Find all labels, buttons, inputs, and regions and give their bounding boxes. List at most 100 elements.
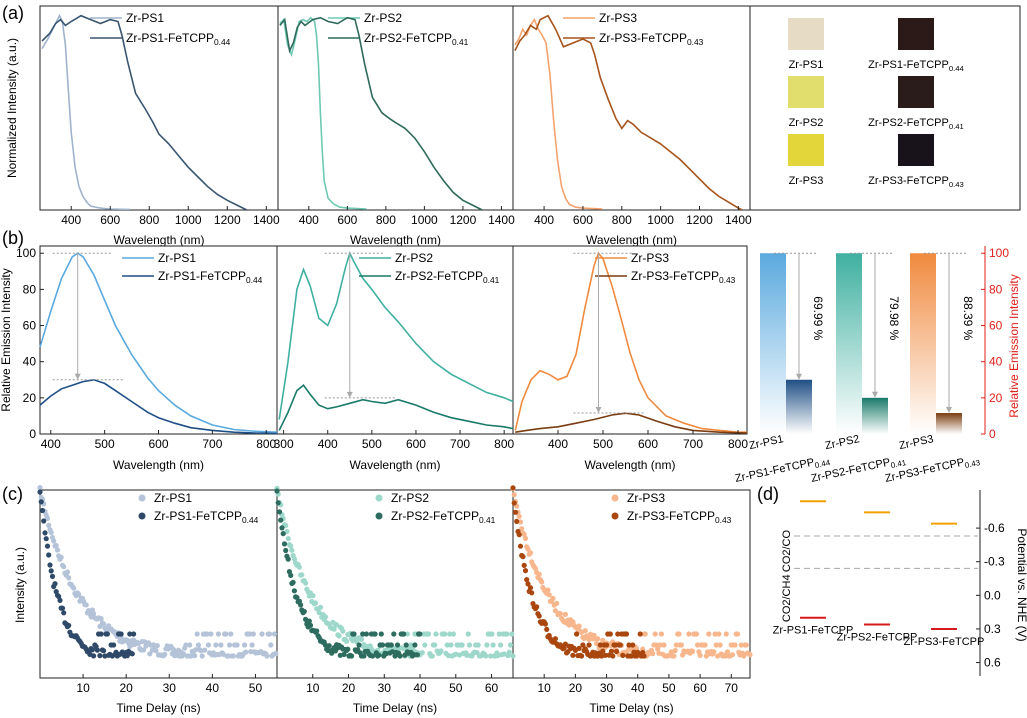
panel-c-legend-label-text: Zr-PS3-FeTCPP bbox=[627, 509, 715, 523]
bar-category-label-mof: Zr-PS3-FeTCPP0.43 bbox=[884, 453, 982, 487]
panel-b-tick-label: 400 bbox=[548, 437, 568, 451]
panel-c-tick-label: 40 bbox=[631, 681, 645, 695]
panel-c-ylabel: Intensity (a.u.) bbox=[13, 547, 27, 623]
panel-c-legend-label: Zr-PS3 bbox=[627, 491, 665, 505]
decay-point bbox=[713, 642, 719, 648]
decay-point bbox=[658, 631, 665, 637]
decay-point bbox=[98, 631, 104, 637]
decay-point bbox=[94, 647, 100, 653]
panel-c-legend-label-sub: 0.44 bbox=[242, 515, 259, 525]
panel-a-tick-label: 1200 bbox=[686, 213, 713, 227]
decay-point bbox=[653, 642, 660, 648]
decay-point bbox=[732, 642, 738, 648]
level-material-label: Zr-PS3-FeTCPP bbox=[904, 636, 985, 648]
decay-point bbox=[743, 642, 749, 648]
decay-point bbox=[716, 631, 722, 637]
panel-a-tick-label: 1400 bbox=[253, 213, 280, 227]
decay-point bbox=[484, 642, 490, 648]
quench-percent: 79.98 % bbox=[887, 296, 901, 340]
panel-label-d: (d) bbox=[757, 484, 779, 504]
decay-point bbox=[98, 616, 104, 622]
quench-percent: 88.39 % bbox=[961, 296, 975, 340]
decay-point bbox=[39, 507, 46, 514]
decay-point bbox=[504, 631, 510, 637]
panel-c-tick-label: 30 bbox=[163, 681, 177, 695]
bar-pristine bbox=[910, 253, 936, 434]
decay-point bbox=[524, 577, 530, 583]
panel-c-legend-label-text: Zr-PS3 bbox=[627, 491, 665, 505]
decay-point bbox=[527, 550, 534, 556]
panel-b-tick-label: 700 bbox=[202, 437, 222, 451]
decay-point bbox=[412, 642, 418, 648]
decay-point bbox=[89, 647, 95, 653]
panel-d-ytick-label: 0.0 bbox=[984, 588, 1001, 602]
decay-point bbox=[296, 564, 302, 570]
decay-point bbox=[604, 642, 610, 648]
decay-point bbox=[706, 631, 712, 637]
decay-point bbox=[628, 653, 635, 659]
decay-point bbox=[351, 631, 357, 637]
decay-point bbox=[127, 631, 133, 637]
decay-point bbox=[59, 605, 66, 611]
panel-a-tick-label: 1000 bbox=[175, 213, 202, 227]
decay-point bbox=[425, 631, 432, 637]
decay-point bbox=[521, 562, 527, 569]
decay-point bbox=[259, 631, 265, 637]
decay-point bbox=[228, 631, 234, 637]
decay-point bbox=[71, 585, 77, 591]
decay-point bbox=[225, 653, 231, 659]
decay-point bbox=[44, 543, 51, 549]
sample-photo bbox=[788, 18, 824, 50]
panel-c-xlabel: Time Delay (ns) bbox=[116, 701, 200, 715]
panel-a-xlabel: Wavelength (nm) bbox=[586, 233, 677, 247]
decay-point bbox=[271, 631, 278, 637]
decay-point bbox=[414, 652, 420, 658]
decay-point bbox=[202, 647, 208, 653]
panel-a-series-line bbox=[41, 14, 248, 210]
panel-c-tick-label: 10 bbox=[538, 681, 552, 695]
decay-point bbox=[626, 642, 632, 648]
panel-d-ytick-label: -0.3 bbox=[984, 555, 1005, 569]
panel-a-legend-label-text: Zr-PS1 bbox=[126, 11, 164, 25]
decay-point bbox=[738, 642, 744, 648]
panel-b-legend-label-text: Zr-PS1-FeTCPP bbox=[158, 269, 246, 283]
panel-a-series-line bbox=[279, 16, 367, 210]
decay-point bbox=[317, 604, 324, 610]
decay-point bbox=[348, 653, 355, 659]
sample-label-text: Zr-PS3-FeTCPP bbox=[868, 175, 949, 187]
decay-point bbox=[695, 642, 701, 648]
decay-point bbox=[546, 592, 552, 598]
decay-point bbox=[310, 593, 316, 599]
decay-point bbox=[403, 642, 409, 648]
panel-b-xlabel: Wavelength (nm) bbox=[113, 458, 204, 472]
decay-point bbox=[283, 522, 289, 529]
panel-c-legend-swatch bbox=[611, 494, 619, 502]
decay-point bbox=[442, 631, 448, 637]
decay-point bbox=[429, 653, 435, 659]
panel-b-ytick-label: 100 bbox=[16, 246, 36, 260]
decay-point bbox=[465, 631, 471, 637]
panel-labels: (a) (b) (c) (d) bbox=[2, 3, 779, 504]
decay-point bbox=[101, 648, 107, 654]
decay-point bbox=[299, 572, 305, 578]
decay-point bbox=[620, 652, 626, 659]
panel-b-tick-label: 800 bbox=[728, 437, 748, 451]
decay-point bbox=[199, 653, 205, 659]
decay-point bbox=[448, 642, 454, 648]
decay-point bbox=[652, 631, 658, 637]
panel-a-tick-label: 600 bbox=[337, 213, 357, 227]
decay-point bbox=[534, 604, 540, 610]
decay-point bbox=[637, 631, 643, 637]
decay-point bbox=[516, 513, 522, 519]
panel-c-legend-label-sub: 0.43 bbox=[715, 515, 732, 525]
decay-point bbox=[678, 642, 685, 648]
bar-category-label: Zr-PS1 bbox=[748, 433, 785, 452]
panel-a-legend-label: Zr-PS2 bbox=[364, 11, 402, 25]
panel-c-legend-swatch bbox=[375, 494, 383, 502]
bar-ytick-label: 60 bbox=[989, 319, 1003, 333]
sample-label-text: Zr-PS2-FeTCPP bbox=[868, 117, 949, 129]
decay-point bbox=[242, 642, 248, 648]
panel-b-ytick-label: 40 bbox=[23, 355, 37, 369]
decay-point bbox=[230, 653, 236, 659]
